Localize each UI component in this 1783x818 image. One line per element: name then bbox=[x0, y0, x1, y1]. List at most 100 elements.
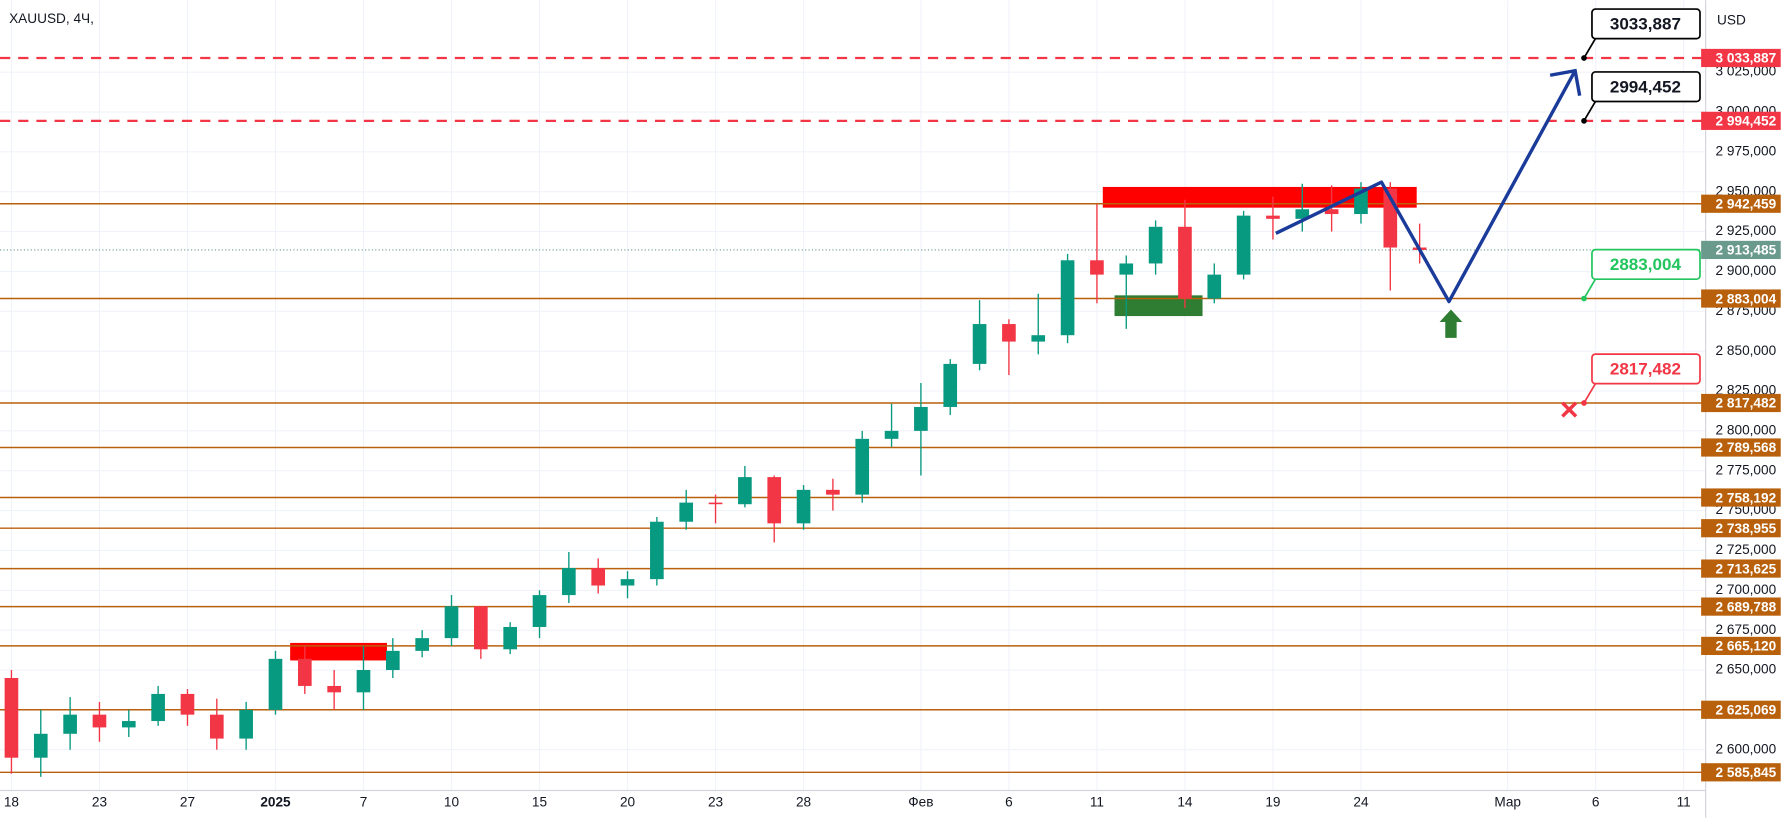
callout-leader bbox=[1583, 383, 1597, 404]
price-label: 2 758,192 bbox=[1716, 490, 1777, 505]
candle-body bbox=[562, 567, 576, 596]
candle-body bbox=[767, 477, 782, 524]
price-label-bg bbox=[1701, 700, 1781, 719]
y-tick-label: 2 825,000 bbox=[1716, 383, 1777, 398]
x-tick-label: 18 bbox=[4, 795, 19, 810]
y-tick-label: 2 950,000 bbox=[1716, 183, 1777, 198]
price-label-bg bbox=[1701, 194, 1781, 213]
candle-body bbox=[914, 406, 928, 431]
price-label-bg bbox=[1701, 111, 1781, 130]
candle-body bbox=[1266, 215, 1280, 219]
x-tick-label: 11 bbox=[1090, 795, 1104, 810]
callout-leader bbox=[1583, 101, 1597, 122]
candle-body bbox=[386, 650, 400, 671]
candle-body bbox=[63, 714, 77, 734]
y-tick-label: 3 025,000 bbox=[1716, 64, 1777, 79]
callout-leader bbox=[1583, 278, 1597, 299]
x-tick-label: Мар bbox=[1494, 795, 1521, 810]
overlays: 3 033,887 2 994,452 2 942,459 2 883,004 2 81… bbox=[1549, 8, 1781, 782]
x-tick-label: 6 bbox=[1005, 795, 1013, 810]
price-label: 2 883,004 bbox=[1716, 291, 1777, 306]
price-label-bg bbox=[1701, 519, 1781, 538]
callout-point bbox=[1581, 295, 1587, 302]
price-label: 2 789,568 bbox=[1716, 440, 1777, 455]
zone bbox=[1102, 186, 1417, 208]
plot bbox=[0, 56, 1706, 777]
candle-body bbox=[650, 521, 664, 580]
candle-body bbox=[121, 721, 136, 728]
candle-body bbox=[884, 430, 899, 439]
price-label: 2 942,459 bbox=[1716, 196, 1777, 211]
candle-body bbox=[1031, 335, 1046, 342]
price-label-bg bbox=[1701, 438, 1781, 457]
price-label-bg bbox=[1701, 636, 1781, 656]
x-tick-label: 2025 bbox=[260, 795, 291, 810]
candle-body bbox=[33, 733, 48, 758]
candle-body bbox=[1148, 226, 1163, 264]
y-tick-label: 2 675,000 bbox=[1716, 622, 1777, 637]
candle-body bbox=[151, 693, 165, 722]
price-label-bg bbox=[1701, 289, 1781, 308]
candle-body bbox=[943, 363, 958, 407]
x-tick-label: 14 bbox=[1177, 795, 1193, 810]
zone bbox=[1114, 295, 1203, 317]
y-tick-label: 2 775,000 bbox=[1716, 462, 1777, 477]
candle-body bbox=[180, 693, 195, 715]
candle-body bbox=[4, 677, 19, 758]
callout-box bbox=[1591, 8, 1701, 40]
y-tick-label: 2 850,000 bbox=[1716, 343, 1777, 358]
candle-body bbox=[826, 489, 840, 495]
x-tick-label: 10 bbox=[444, 795, 460, 810]
up-arrow bbox=[1439, 309, 1463, 338]
x-tick-label: 23 bbox=[708, 795, 723, 810]
candle-body bbox=[356, 670, 371, 693]
price-label: 2 665,120 bbox=[1716, 639, 1777, 654]
x-tick-label: 11 bbox=[1677, 795, 1691, 810]
candle-body bbox=[1119, 263, 1134, 275]
callout-point bbox=[1581, 118, 1587, 124]
callout-box bbox=[1591, 353, 1701, 385]
candle-body bbox=[855, 438, 870, 495]
candle-body bbox=[1207, 274, 1222, 299]
candle-body bbox=[268, 658, 283, 710]
price-label: 2 625,069 bbox=[1716, 703, 1777, 718]
candle-body bbox=[1060, 260, 1075, 336]
y-tick-label: 2 650,000 bbox=[1716, 662, 1777, 677]
y-tick-label: 2 725,000 bbox=[1716, 542, 1777, 557]
x-tick-label: 15 bbox=[532, 795, 547, 810]
candle-body bbox=[415, 638, 429, 651]
callout-box bbox=[1591, 248, 1701, 281]
candle-body bbox=[738, 477, 752, 505]
callout-label: 2817,482 bbox=[1610, 360, 1681, 379]
x-tick-label: 7 bbox=[360, 795, 368, 810]
candle-body bbox=[679, 502, 694, 522]
callout-label: 3033,887 bbox=[1610, 14, 1681, 33]
x-tick-label: Фев bbox=[908, 795, 933, 810]
price-label-bg bbox=[1701, 393, 1781, 413]
candle-body bbox=[297, 658, 312, 686]
price-label: 2 738,955 bbox=[1716, 521, 1777, 536]
x-tick-label: 24 bbox=[1353, 795, 1369, 810]
callout-point bbox=[1581, 400, 1587, 406]
price-label-bg bbox=[1701, 488, 1781, 507]
price-label: 2 913,485 bbox=[1716, 243, 1777, 258]
candle-body bbox=[1090, 260, 1104, 275]
candle-body bbox=[591, 567, 606, 586]
candle-body bbox=[327, 685, 341, 693]
callout-label: 2883,004 bbox=[1610, 255, 1682, 274]
x-tick-label: 27 bbox=[180, 795, 195, 810]
symbol-title: XAUUSD, 4Ч, bbox=[9, 11, 94, 26]
candle-body bbox=[92, 714, 107, 728]
price-label-bg bbox=[1701, 763, 1781, 782]
price-label-bg bbox=[1701, 597, 1781, 616]
projection-arrowhead bbox=[1549, 68, 1582, 97]
x-tick-label: 19 bbox=[1265, 795, 1280, 810]
candle-body bbox=[209, 714, 224, 739]
callout-point bbox=[1581, 55, 1587, 61]
candle-body bbox=[444, 606, 459, 639]
price-label-bg bbox=[1701, 240, 1781, 260]
candle-body bbox=[972, 324, 987, 364]
price-label: 2 817,482 bbox=[1716, 396, 1777, 411]
